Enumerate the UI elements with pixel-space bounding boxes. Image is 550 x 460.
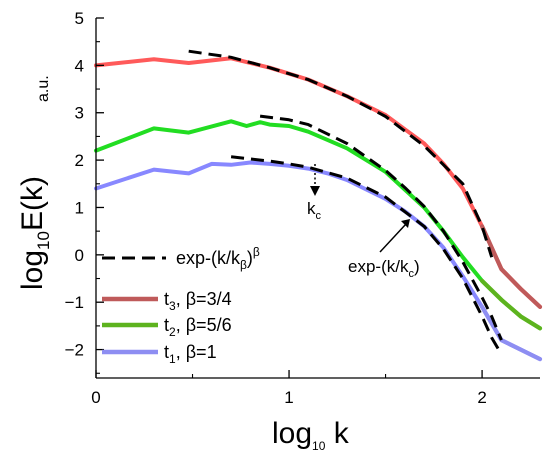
y-tick-label: −1 [65,293,84,312]
series-t2-tail [480,278,543,331]
legend-label-t1: t1, β=1 [164,342,217,366]
x-tick-label: 0 [91,388,100,407]
fit-line-3 [230,155,503,356]
y-tick-label: −2 [65,341,84,360]
fit-line-1 [188,49,494,258]
y-tick-label: 4 [75,56,84,75]
x-tick-label: 1 [284,388,293,407]
legend: exp-(k/kβ)β t3, β=3/4 t2, β=5/6 t1, β=1 [102,245,260,366]
y-tick-layer: 5 4 3 2 1 0 −1 −2 [65,9,104,374]
y-tick-label: 1 [75,198,84,217]
y-tick-label: 0 [75,246,84,265]
series-layer [94,56,543,362]
series-t1-tail [480,304,543,362]
y-tick-label: 5 [75,9,84,28]
exp-kc-arrow-line [379,223,407,253]
legend-label-t2: t2, β=5/6 [164,315,232,339]
y-tick-label: 3 [75,104,84,123]
x-axis-title: log10 k [272,417,350,453]
y-tick-label: 2 [75,151,84,170]
series-t2-line [94,119,542,331]
legend-label-t3: t3, β=3/4 [164,289,232,313]
kc-label: kc [307,199,322,222]
x-tick-label: 2 [477,388,486,407]
y-axis-unit: a.u. [35,75,52,102]
exp-kc-label: exp-(k/kc) [348,257,420,280]
legend-label-fit: exp-(k/kβ)β [176,245,260,272]
axes-layer [95,18,540,379]
y-axis-title: log10E(k) [16,176,53,290]
fit-line-2 [259,114,503,341]
series-t1-line [94,160,542,362]
exp-kc-arrow-head [401,219,410,228]
kc-arrow-head [310,186,320,196]
x-tick-layer: 0 1 2 [91,370,487,407]
fit-layer [188,49,503,356]
series-t3-tail [480,224,543,309]
annotations: kc exp-(k/kc) [307,164,420,280]
